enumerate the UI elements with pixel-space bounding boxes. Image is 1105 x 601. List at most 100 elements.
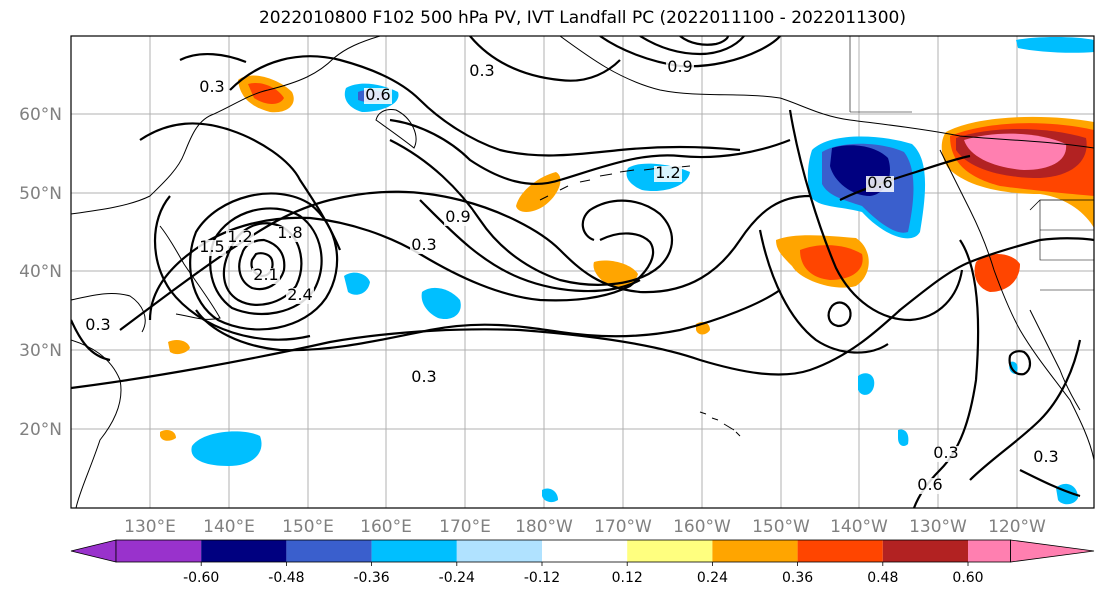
contour-label: 0.3 [85,315,110,334]
colorbar-segment [627,540,713,562]
colorbar-tick-label: -0.60 [183,570,219,586]
negative-anomaly-patch [1009,361,1018,374]
contour-label: 0.3 [933,443,958,462]
alaska-coastline [559,36,1094,149]
colorbar-segment [882,540,968,562]
negative-anomaly-patch [542,488,558,503]
colorbar-segment [712,540,798,562]
contour-label: 0.3 [1033,447,1058,466]
pv-contour [209,207,323,316]
longitude-label: 160°E [360,517,412,537]
positive-anomaly-patch [964,133,1067,170]
contour-label-background [198,240,226,256]
pv-contour [179,52,247,64]
positive-anomaly-patch [168,340,190,355]
negative-anomaly-patch [898,429,909,446]
pv-contour [1008,350,1032,376]
japan-coastline [159,225,221,320]
colorbar-segment [542,540,628,562]
positive-anomaly-patch [800,245,863,280]
contour-label-background [410,238,438,254]
colorbar-segment [371,540,457,562]
contour-label-background [286,288,314,304]
colorbar-segment [116,540,202,562]
latitude-label: 60°N [19,105,62,125]
pv-contour [154,195,311,341]
contour-label-background [666,60,694,76]
contour-label-background [444,210,472,226]
latitude-label: 40°N [19,262,62,282]
kamchatka-coastline [375,109,417,149]
contour-label: 1.5 [199,237,224,256]
longitude-label: 150°W [752,517,810,537]
longitude-label: 120°W [988,517,1046,537]
contour-label-background [276,226,304,242]
positive-anomaly-patch [248,82,284,104]
pv-contour [195,289,781,352]
contour-label: 1.8 [277,223,302,242]
pv-contour [639,36,745,56]
longitude-label: 140°E [203,517,255,537]
pv-contour [222,222,303,306]
map-frame [70,35,1095,509]
contour-label: 1.2 [655,163,680,182]
colorbar-segment [968,540,1011,562]
longitude-label: 180°W [515,517,573,537]
pv-contour [189,192,339,331]
latitude-label: 30°N [19,341,62,361]
positive-anomaly-patch [593,260,638,287]
contour-label: 0.6 [917,475,942,494]
korea-coastline [71,293,146,333]
pv-contour [469,36,621,82]
contour-label-background [932,446,960,462]
longitude-label: 170°W [594,517,652,537]
colorbar-tick-labels: -0.60 -0.48 -0.36 -0.24 -0.12 0.12 0.24 0.36 0.4… [183,562,984,586]
pv-contour [71,319,111,362]
pv-contour [71,237,1094,390]
contour-label: 0.9 [445,207,470,226]
colorbar-tick-label: -0.12 [524,570,560,586]
pv-contour [679,36,730,46]
contour-label-background [198,80,226,96]
contour-label-background [410,370,438,386]
gridlines [71,36,1094,508]
contour-label: 1.2 [227,227,252,246]
map-title: 2022010800 F102 500 hPa PV, IVT Landfall… [258,8,906,28]
pv-contour [839,154,971,201]
contour-label-background [226,230,254,246]
contour-label-background [468,64,496,80]
negative-anomaly-patch [344,272,370,295]
longitude-label: 160°W [673,517,731,537]
pv-contour [599,36,781,68]
pv-contour [119,190,811,331]
colorbar-tick-label: -0.24 [439,570,475,586]
china-coastline [71,339,122,508]
positive-anomaly-patch [974,253,1020,292]
longitude-labels: 130°E 140°E 150°E 160°E 170°E 180°W 170°W 160°W… [124,517,1046,537]
longitude-label: 150°E [282,517,334,537]
colorbar-segment [286,540,372,562]
negative-anomaly-patch [421,287,461,320]
colorbar-extend-max [1010,539,1095,563]
latitude-labels: 60°N 50°N 40°N 30°N 20°N [19,105,62,440]
contour-label-background [364,88,392,104]
latitude-label: 50°N [19,184,62,204]
north-america-coastline [939,149,1094,461]
colorbar-segment [797,540,883,562]
colorbar-tick-label: 0.12 [612,570,643,586]
pv-contour [758,229,889,354]
colorbar-tick-label: -0.36 [353,570,389,586]
longitude-label: 170°E [439,517,491,537]
contour-label-background [654,166,682,182]
colorbar-tick-label: 0.24 [697,570,728,586]
contour-label: 0.9 [667,57,692,76]
contour-labels: 0.3 0.60.91.21.51.82.12.40.30.90.30.30.60… [84,57,1060,494]
pv-contour [238,238,286,291]
contour-label: 0.3 [411,235,436,254]
latitude-label: 20°N [19,420,62,440]
colorbar-frame [115,539,1011,563]
pv-contour [969,339,1082,481]
longitude-label: 130°W [909,517,967,537]
contour-label: 2.4 [287,285,312,304]
